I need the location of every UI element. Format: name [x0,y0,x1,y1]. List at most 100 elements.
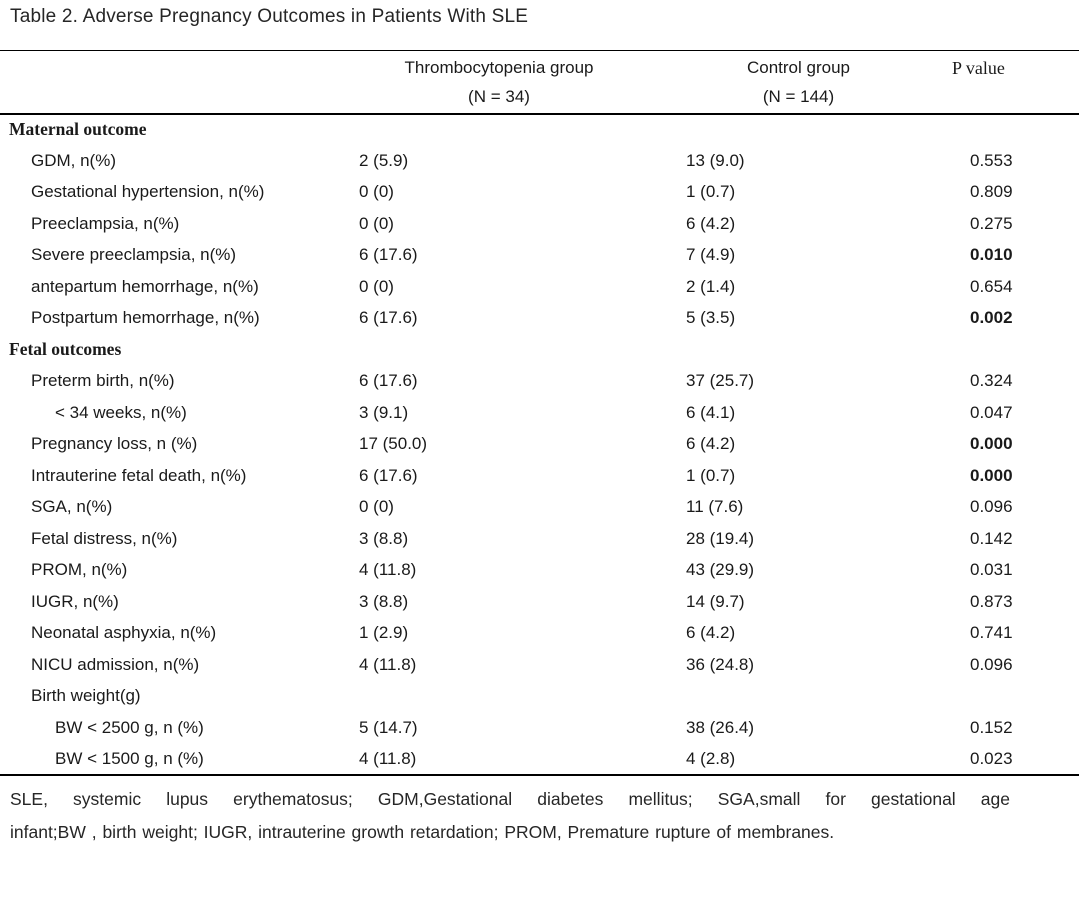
table-row: Neonatal asphyxia, n(%) 1 (2.9) 6 (4.2) 0.7… [0,618,1079,650]
group2-value: 6 (4.2) [686,434,736,454]
p-value: 0.152 [970,717,1013,737]
table-row: Preterm birth, n(%) 6 (17.6) 37 (25.7) 0.32… [0,366,1079,398]
group2-value: 4 (2.8) [686,748,736,768]
group2-value: 1 (0.7) [686,182,736,202]
p-value: 0.275 [970,213,1013,233]
group1-value: 1 (2.9) [359,623,409,643]
row-label: BW < 1500 g, n (%) [55,748,204,768]
table-row: BW < 2500 g, n (%) 5 (14.7) 38 (26.4) 0.152 [0,712,1079,744]
row-label: < 34 weeks, n(%) [55,402,187,422]
table-row: Intrauterine fetal death, n(%) 6 (17.6) 1 … [0,460,1079,492]
row-label: PROM, n(%) [31,560,128,580]
row-label: Severe preeclampsia, n(%) [31,245,237,265]
p-value: 0.010 [970,245,1013,265]
group1-value: 2 (5.9) [359,150,409,170]
group1-value: 6 (17.6) [359,371,418,391]
row-label: IUGR, n(%) [31,591,119,611]
group1-value: 4 (11.8) [359,654,417,674]
p-value: 0.654 [970,276,1013,296]
group2-value: 43 (29.9) [686,560,755,580]
p-value: 0.000 [970,434,1013,454]
table-row: PROM, n(%) 4 (11.8) 43 (29.9) 0.031 [0,555,1079,587]
group1-value: 0 (0) [359,276,394,296]
group1-value: 4 (11.8) [359,748,417,768]
table-row: antepartum hemorrhage, n(%) 0 (0) 2 (1.4) 0… [0,271,1079,303]
table-header: Thrombocytopenia group (N = 34) Control … [0,50,1079,114]
section-header: Fetal outcomes [9,339,122,360]
group2-count: (N = 144) [762,86,835,106]
group1-value: 5 (14.7) [359,717,418,737]
table-body: Maternal outcome GDM, n(%) 2 (5.9) 13 (9.0)… [0,114,1079,776]
group2-value: 28 (19.4) [686,528,755,548]
group2-value: 2 (1.4) [686,276,736,296]
group1-value: 6 (17.6) [359,465,418,485]
footnote-line-2: infant;BW , birth weight; IUGR, intraute… [10,822,835,842]
group1-value: 6 (17.6) [359,245,418,265]
row-label: Neonatal asphyxia, n(%) [31,623,217,643]
group2-value: 6 (4.1) [686,402,736,422]
table-row: Postpartum hemorrhage, n(%) 6 (17.6) 5 (3.… [0,303,1079,335]
row-label: antepartum hemorrhage, n(%) [31,276,259,296]
table-row: IUGR, n(%) 3 (8.8) 14 (9.7) 0.873 [0,586,1079,618]
section-header: Maternal outcome [9,119,147,140]
table-row: SGA, n(%) 0 (0) 11 (7.6) 0.096 [0,492,1079,524]
table-row: Preeclampsia, n(%) 0 (0) 6 (4.2) 0.275 [0,208,1079,240]
footnote-line-1: SLE, systemic lupus erythematosus; GDM,G… [10,789,1010,809]
column-header-pvalue: P value [952,58,1005,78]
group2-value: 6 (4.2) [686,623,736,643]
table-footnote: SLE, systemic lupus erythematosus; GDM,G… [10,783,1010,849]
section-header-row: Maternal outcome [0,114,1079,146]
group1-value: 0 (0) [359,497,394,517]
row-label: BW < 2500 g, n (%) [55,717,204,737]
section-header-row: Fetal outcomes [0,334,1079,366]
group1-value: 6 (17.6) [359,308,418,328]
table-row: Gestational hypertension, n(%) 0 (0) 1 (0.… [0,177,1079,209]
table-row: Birth weight(g) [0,681,1079,713]
p-value [940,681,1079,713]
p-value: 0.031 [970,560,1013,580]
row-label: Postpartum hemorrhage, n(%) [31,308,260,328]
row-label: SGA, n(%) [31,497,113,517]
table-row: NICU admission, n(%) 4 (11.8) 36 (24.8) 0.0… [0,649,1079,681]
column-header-thrombocytopenia: Thrombocytopenia group (N = 34) [358,51,685,114]
group2-value: 13 (9.0) [686,150,745,170]
group2-value: 6 (4.2) [686,213,736,233]
group1-value: 0 (0) [359,213,394,233]
table-row: Fetal distress, n(%) 3 (8.8) 28 (19.4) 0.14… [0,523,1079,555]
p-value: 0.741 [970,623,1013,643]
row-label: Preeclampsia, n(%) [31,213,180,233]
outcomes-table: Thrombocytopenia group (N = 34) Control … [0,50,1079,776]
header-row: Thrombocytopenia group (N = 34) Control … [0,51,1079,114]
p-value: 0.023 [970,748,1013,768]
p-value: 0.324 [970,371,1013,391]
group2-value: 38 (26.4) [686,717,755,737]
group2-value: 14 (9.7) [686,591,745,611]
group1-count: (N = 34) [468,86,530,106]
table-row: BW < 1500 g, n (%) 4 (11.8) 4 (2.8) 0.023 [0,744,1079,776]
group1-value: 4 (11.8) [359,560,417,580]
p-value: 0.096 [970,497,1013,517]
group1-value [358,681,685,713]
group2-value: 7 (4.9) [686,245,736,265]
group1-value: 17 (50.0) [359,434,428,454]
group1-value: 0 (0) [359,182,394,202]
p-value: 0.809 [970,182,1013,202]
group2-value [685,681,940,713]
group2-name: Control group [746,57,850,77]
group2-value: 1 (0.7) [686,465,736,485]
row-label: Fetal distress, n(%) [31,528,178,548]
header-spacer [0,51,358,114]
p-value: 0.047 [970,402,1013,422]
group1-value: 3 (9.1) [359,402,409,422]
group1-value: 3 (8.8) [359,528,409,548]
row-label: Birth weight(g) [31,686,141,706]
p-value: 0.553 [970,150,1013,170]
table-row: GDM, n(%) 2 (5.9) 13 (9.0) 0.553 [0,145,1079,177]
row-label: Preterm birth, n(%) [31,371,175,391]
p-value: 0.142 [970,528,1013,548]
group1-value: 3 (8.8) [359,591,409,611]
column-header-control: Control group (N = 144) [685,51,940,114]
group2-value: 37 (25.7) [686,371,755,391]
group1-name: Thrombocytopenia group [404,57,594,77]
